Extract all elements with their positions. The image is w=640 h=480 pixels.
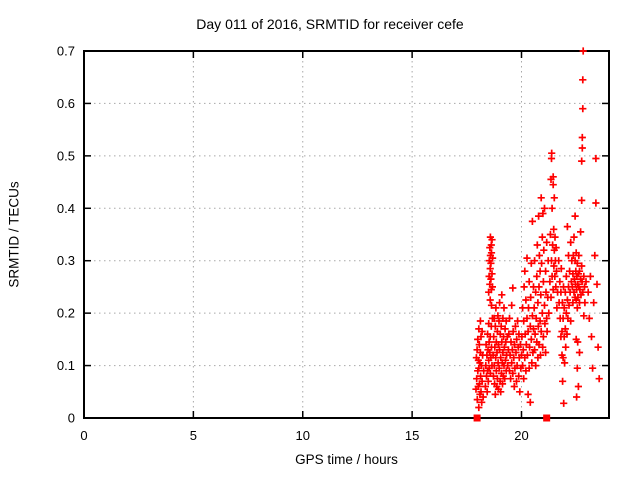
x-tick-label: 20 — [514, 428, 528, 443]
x-tick-label: 0 — [80, 428, 87, 443]
data-points-plus — [472, 47, 603, 412]
data-points-square — [473, 414, 551, 422]
y-tick-labels: 0 0.1 0.2 0.3 0.4 0.5 0.6 0.7 — [57, 44, 75, 426]
y-tick-label: 0.7 — [57, 44, 75, 59]
chart-title: Day 011 of 2016, SRMTID for receiver cef… — [196, 16, 464, 32]
y-tick-label: 0.3 — [57, 253, 75, 268]
x-tick-label: 10 — [296, 428, 310, 443]
y-tick-label: 0.6 — [57, 96, 75, 111]
x-tick-label: 5 — [190, 428, 197, 443]
x-axis-label: GPS time / hours — [295, 452, 398, 467]
x-tick-label: 15 — [405, 428, 419, 443]
data-point-square — [473, 414, 481, 422]
y-tick-label: 0.1 — [57, 358, 75, 373]
y-tick-label: 0.5 — [57, 148, 75, 163]
tick-marks — [83, 50, 609, 419]
x-tick-labels: 0 5 10 15 20 — [80, 428, 528, 443]
y-tick-label: 0 — [68, 411, 75, 426]
y-tick-label: 0.4 — [57, 201, 75, 216]
data-point-square — [543, 414, 551, 422]
y-tick-label: 0.2 — [57, 306, 75, 321]
plot-border — [83, 50, 610, 419]
